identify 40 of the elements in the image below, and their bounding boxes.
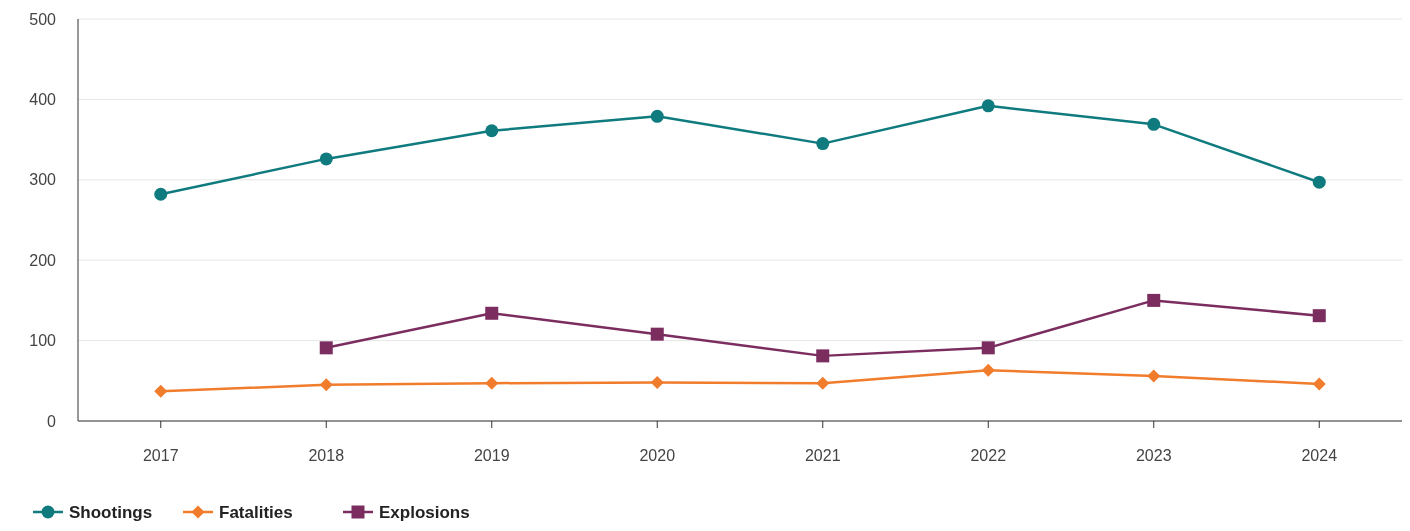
point [816, 376, 830, 390]
y-tick-label: 200 [29, 251, 57, 269]
y-tick-label: 500 [29, 10, 57, 28]
point [650, 327, 664, 341]
point [319, 378, 333, 392]
point [319, 341, 333, 355]
point [981, 341, 995, 355]
point [1312, 309, 1326, 323]
x-tick-label: 2023 [1135, 447, 1172, 464]
point [154, 187, 168, 201]
point [1147, 293, 1161, 307]
point [816, 137, 830, 151]
y-tick-label: 100 [29, 332, 57, 350]
point [650, 109, 664, 123]
point [650, 375, 664, 389]
x-tick-label: 2021 [804, 447, 841, 464]
y-tick-label: 0 [47, 412, 57, 430]
point [981, 99, 995, 113]
x-tick-label: 2017 [142, 447, 179, 464]
point [485, 124, 499, 138]
y-tick-label: 300 [29, 171, 57, 189]
legend-label: Fatalities [219, 503, 293, 522]
x-tick-label: 2018 [308, 447, 345, 464]
legend-label: Explosions [379, 503, 470, 522]
point [981, 363, 995, 377]
point [1147, 369, 1161, 383]
point [154, 384, 168, 398]
point [1312, 377, 1326, 391]
x-tick-label: 2020 [639, 447, 676, 464]
y-tick-label: 400 [29, 91, 57, 108]
point [319, 152, 333, 166]
point [816, 349, 830, 363]
x-tick-label: 2022 [970, 447, 1007, 464]
x-tick-label: 2019 [473, 447, 510, 464]
point [485, 306, 499, 320]
point [1312, 175, 1326, 189]
point [485, 376, 499, 390]
point [1147, 117, 1161, 131]
legend-label: Shootings [69, 503, 153, 522]
x-tick-label: 2024 [1301, 447, 1338, 464]
